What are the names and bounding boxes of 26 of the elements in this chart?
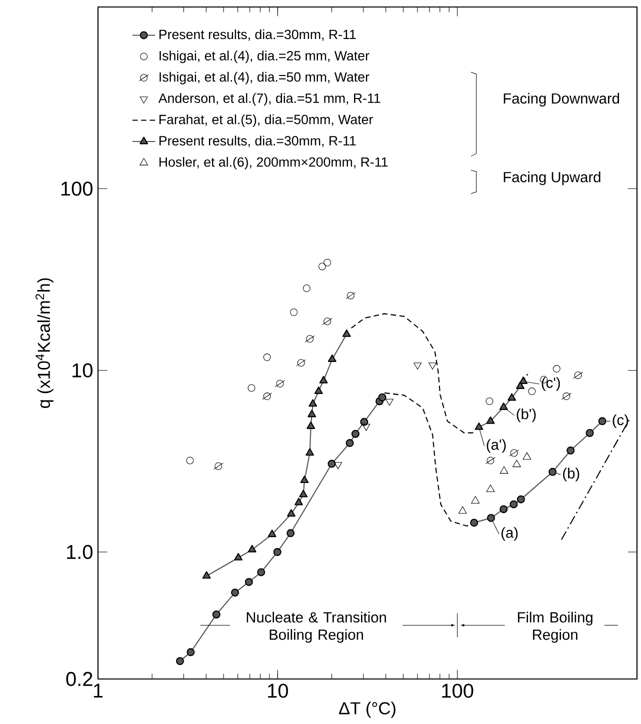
annotation: Facing Upward [504,172,600,186]
legend-label: Present results, dia.=30mm, R-11 [159,136,356,148]
y-tick-label: 10 [72,363,92,378]
annotation: (b') [516,408,536,422]
legend-label: Anderson, et al.(7), dia.=51 mm, R-11 [158,93,380,106]
x-tick-label: 10 [268,684,288,698]
annotation: Nucleate & Transition Boiling Region [246,612,386,643]
y-tick-label: 0.2 [66,672,92,686]
annotation: Film Boiling Region [518,612,592,643]
annotation: (c') [542,377,560,391]
x-tick-label: 100 [442,684,474,698]
annotation: (c) [612,414,628,428]
legend-label: Ishigai, et al.(4), dia.=50 mm, Water [160,72,370,84]
y-tick-label: 100 [61,182,92,196]
x-axis-title: ΔT (°C) [339,702,396,718]
annotation: (a') [486,439,506,453]
y-tick-label: 1.0 [67,544,92,560]
annotation: (a) [502,527,518,541]
y-axis-title: q (x10$^{4}$Kcal/m$^{2}$h) [36,278,54,408]
legend-label: Farahat, et al.(5), dia.=50mm, Water [159,114,373,127]
legend-label: Present results, dia.=30mm, R-11 [159,29,356,41]
legend-label: Hosler, et al.(6), 200mm×200mm, R-11 [159,156,388,170]
x-tick-label: 1 [94,684,103,698]
annotation: (b) [563,468,580,482]
legend-label: Ishigai, et al.(4), dia.=25 mm, Water [160,50,370,64]
annotation: Facing Downward [504,92,620,107]
